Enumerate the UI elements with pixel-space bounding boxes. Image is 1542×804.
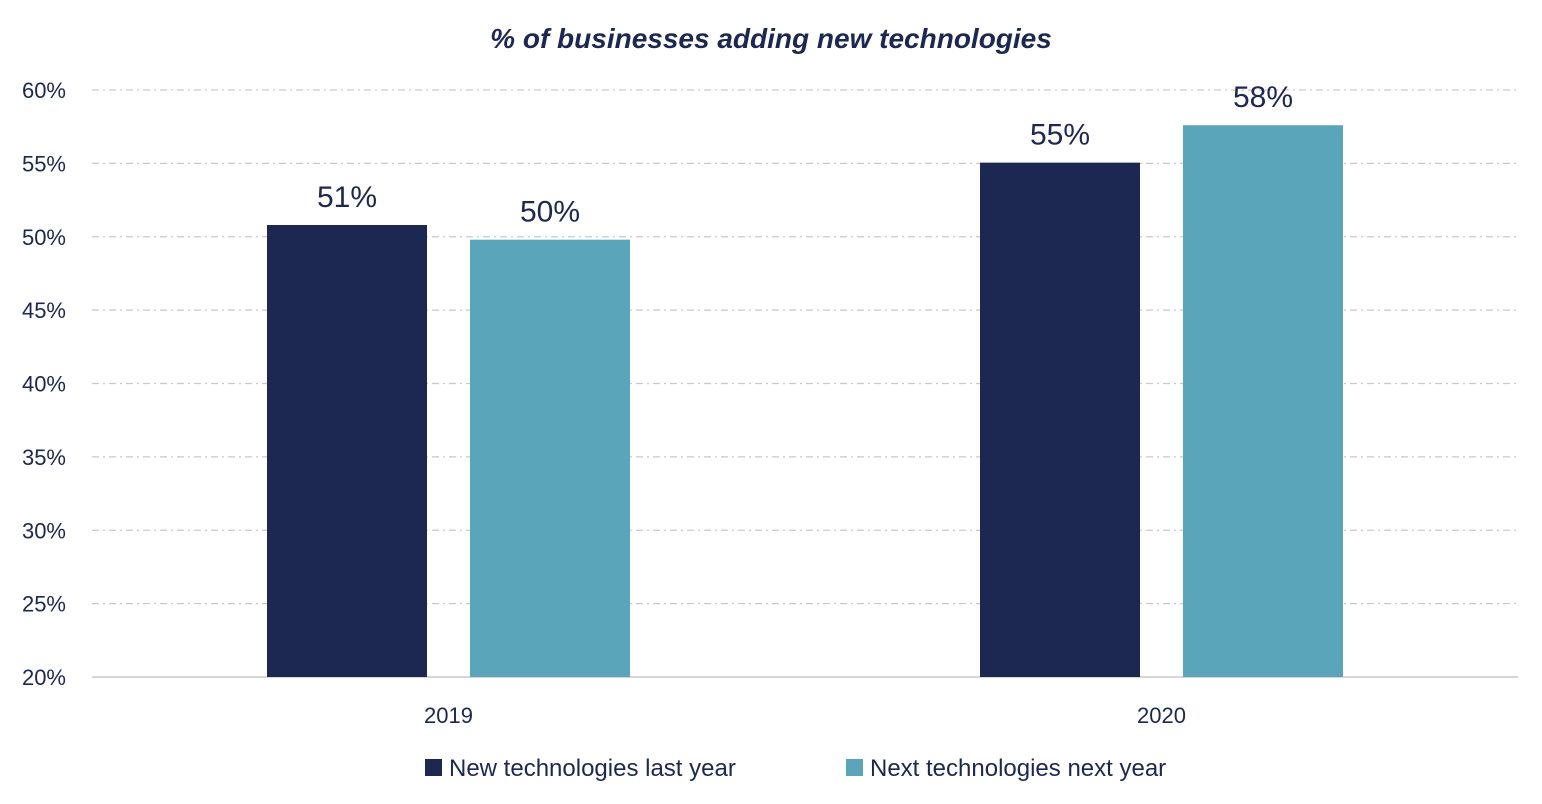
legend-item-series-2: Next technologies next year	[846, 755, 1166, 782]
data-labels: 51% 50% 55% 58%	[317, 81, 1293, 228]
y-tick-label: 20%	[22, 665, 66, 690]
y-tick-label: 50%	[22, 225, 66, 250]
bar-2020-series-1	[980, 162, 1140, 678]
y-tick-label: 60%	[22, 78, 66, 103]
legend-label: New technologies last year	[449, 755, 736, 782]
x-axis-category-labels: 2019 2020	[424, 703, 1186, 728]
data-label-2019-series-1: 51%	[317, 181, 377, 214]
y-axis-tick-labels: 20% 25% 30% 35% 40% 45% 50% 55% 60%	[22, 78, 66, 690]
data-label-2020-series-1: 55%	[1030, 119, 1090, 152]
legend-item-series-1: New technologies last year	[425, 755, 736, 782]
chart-title: % of businesses adding new technologies	[490, 23, 1052, 54]
bar-2019-series-2	[470, 239, 630, 677]
data-label-2019-series-2: 50%	[520, 196, 580, 229]
y-tick-label: 35%	[22, 445, 66, 470]
x-category-label: 2019	[424, 703, 473, 728]
legend-label: Next technologies next year	[870, 755, 1166, 782]
bar-2019-series-1	[267, 225, 427, 677]
y-tick-label: 40%	[22, 372, 66, 397]
x-category-label: 2020	[1137, 703, 1186, 728]
data-label-2020-series-2: 58%	[1233, 81, 1293, 114]
bar-2020-series-2	[1183, 125, 1343, 678]
y-tick-label: 45%	[22, 298, 66, 323]
legend-swatch	[425, 759, 442, 776]
y-tick-label: 25%	[22, 592, 66, 617]
y-tick-label: 55%	[22, 151, 66, 176]
legend-swatch	[846, 759, 863, 776]
bars	[267, 125, 1343, 678]
legend: New technologies last year Next technolog…	[425, 755, 1166, 782]
y-tick-label: 30%	[22, 518, 66, 543]
